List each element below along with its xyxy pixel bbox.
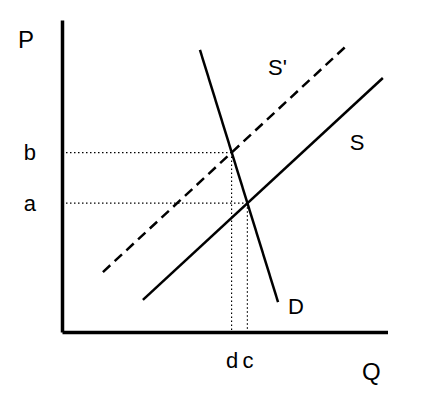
y-axis: ab	[24, 21, 63, 333]
series-label: S'	[268, 55, 287, 80]
x-tick: d	[226, 332, 238, 373]
guide-line	[247, 203, 248, 332]
guide-line	[62, 203, 247, 204]
series-label: S	[350, 130, 365, 155]
x-axis-line	[63, 331, 389, 335]
series-line	[103, 47, 345, 272]
plot-area	[62, 47, 383, 332]
x-tick: c	[242, 332, 253, 373]
y-tick-label: a	[24, 191, 37, 216]
y-axis-title: P	[18, 26, 34, 53]
y-tick: a	[24, 191, 62, 216]
x-axis: dc	[63, 332, 389, 373]
y-tick-label: b	[24, 140, 36, 165]
chart: SS'DdcabPQ	[0, 0, 430, 394]
series-line	[143, 78, 383, 300]
y-tick: b	[24, 140, 62, 165]
series-line	[200, 50, 278, 302]
x-tick-label: c	[242, 348, 253, 373]
x-tick-label: d	[226, 348, 238, 373]
guide-line	[62, 152, 232, 153]
y-axis-line	[61, 21, 65, 333]
series-label: D	[288, 294, 304, 319]
x-axis-title: Q	[362, 358, 381, 385]
guide-line	[231, 153, 232, 332]
